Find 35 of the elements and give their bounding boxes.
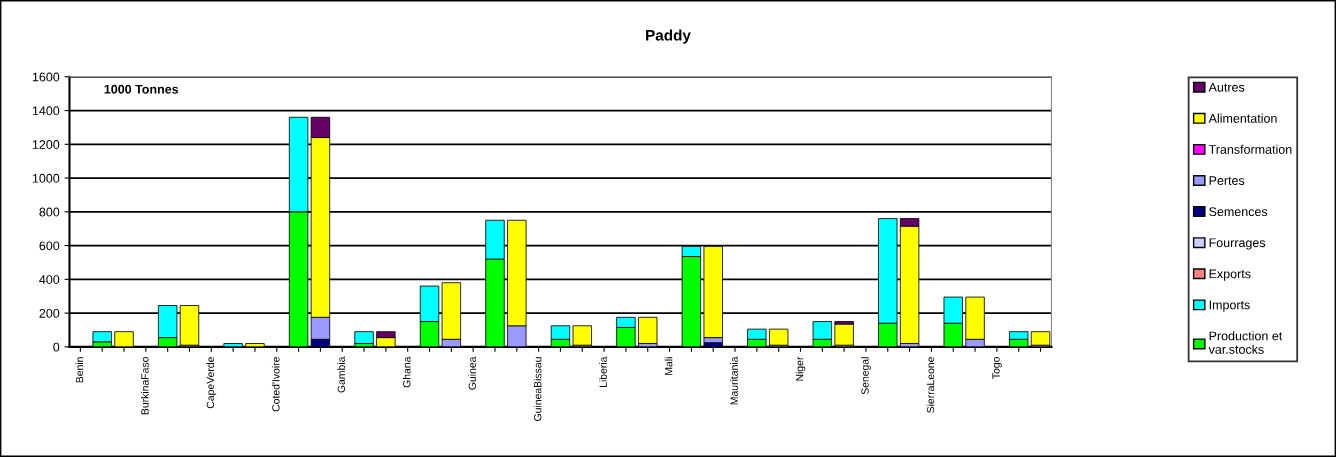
y-tick-label: 800	[39, 207, 60, 217]
x-tick-label: Togo	[992, 357, 1002, 379]
x-tick-label: GuineaBissau	[533, 357, 542, 421]
legend-label: Imports	[1209, 300, 1250, 312]
y-tick-label: 400	[39, 275, 60, 284]
y-tick-label: 0	[53, 342, 60, 352]
x-tick-label: Ghana	[402, 356, 411, 388]
legend-label: Transformation	[1208, 144, 1292, 154]
x-tick-label: Liberia	[599, 356, 607, 387]
chart-title: Paddy	[646, 29, 691, 44]
y-tick-label: 1000	[32, 173, 60, 183]
legend-label: Alimentation	[1208, 113, 1277, 123]
y-tick-label: 1400	[32, 106, 60, 116]
annotation: 1000 Tonnes	[104, 84, 179, 94]
legend-label: Pertes	[1209, 176, 1245, 185]
x-tick-label: CapeVerde	[206, 357, 217, 409]
legend-label: Semences	[1209, 207, 1268, 217]
x-tick-label: SierraLeone	[926, 357, 935, 413]
x-tick-label: Mali	[664, 357, 673, 375]
legend-label: Exports	[1209, 269, 1251, 281]
x-tick-label: Coted'Ivoire	[271, 357, 280, 412]
legend-label: Production et var.stocks	[1208, 331, 1283, 354]
x-tick-label: Guinea	[468, 356, 476, 390]
x-tick-label: Gambia	[337, 356, 346, 393]
x-tick-label: Mauritania	[730, 356, 738, 405]
x-tick-label: Senegal	[861, 357, 871, 395]
x-tick-label: Niger	[795, 356, 806, 381]
y-tick-label: 1200	[32, 140, 60, 149]
y-tick-label: 600	[39, 241, 60, 251]
x-tick-label: Benin	[75, 357, 84, 383]
y-tick-label: 200	[39, 308, 60, 318]
x-tick-label: BurkinaFaso	[140, 357, 149, 415]
legend-label: Autres	[1208, 82, 1245, 92]
y-tick-label: 1600	[32, 72, 60, 82]
legend-label: Fourrages	[1209, 238, 1266, 250]
